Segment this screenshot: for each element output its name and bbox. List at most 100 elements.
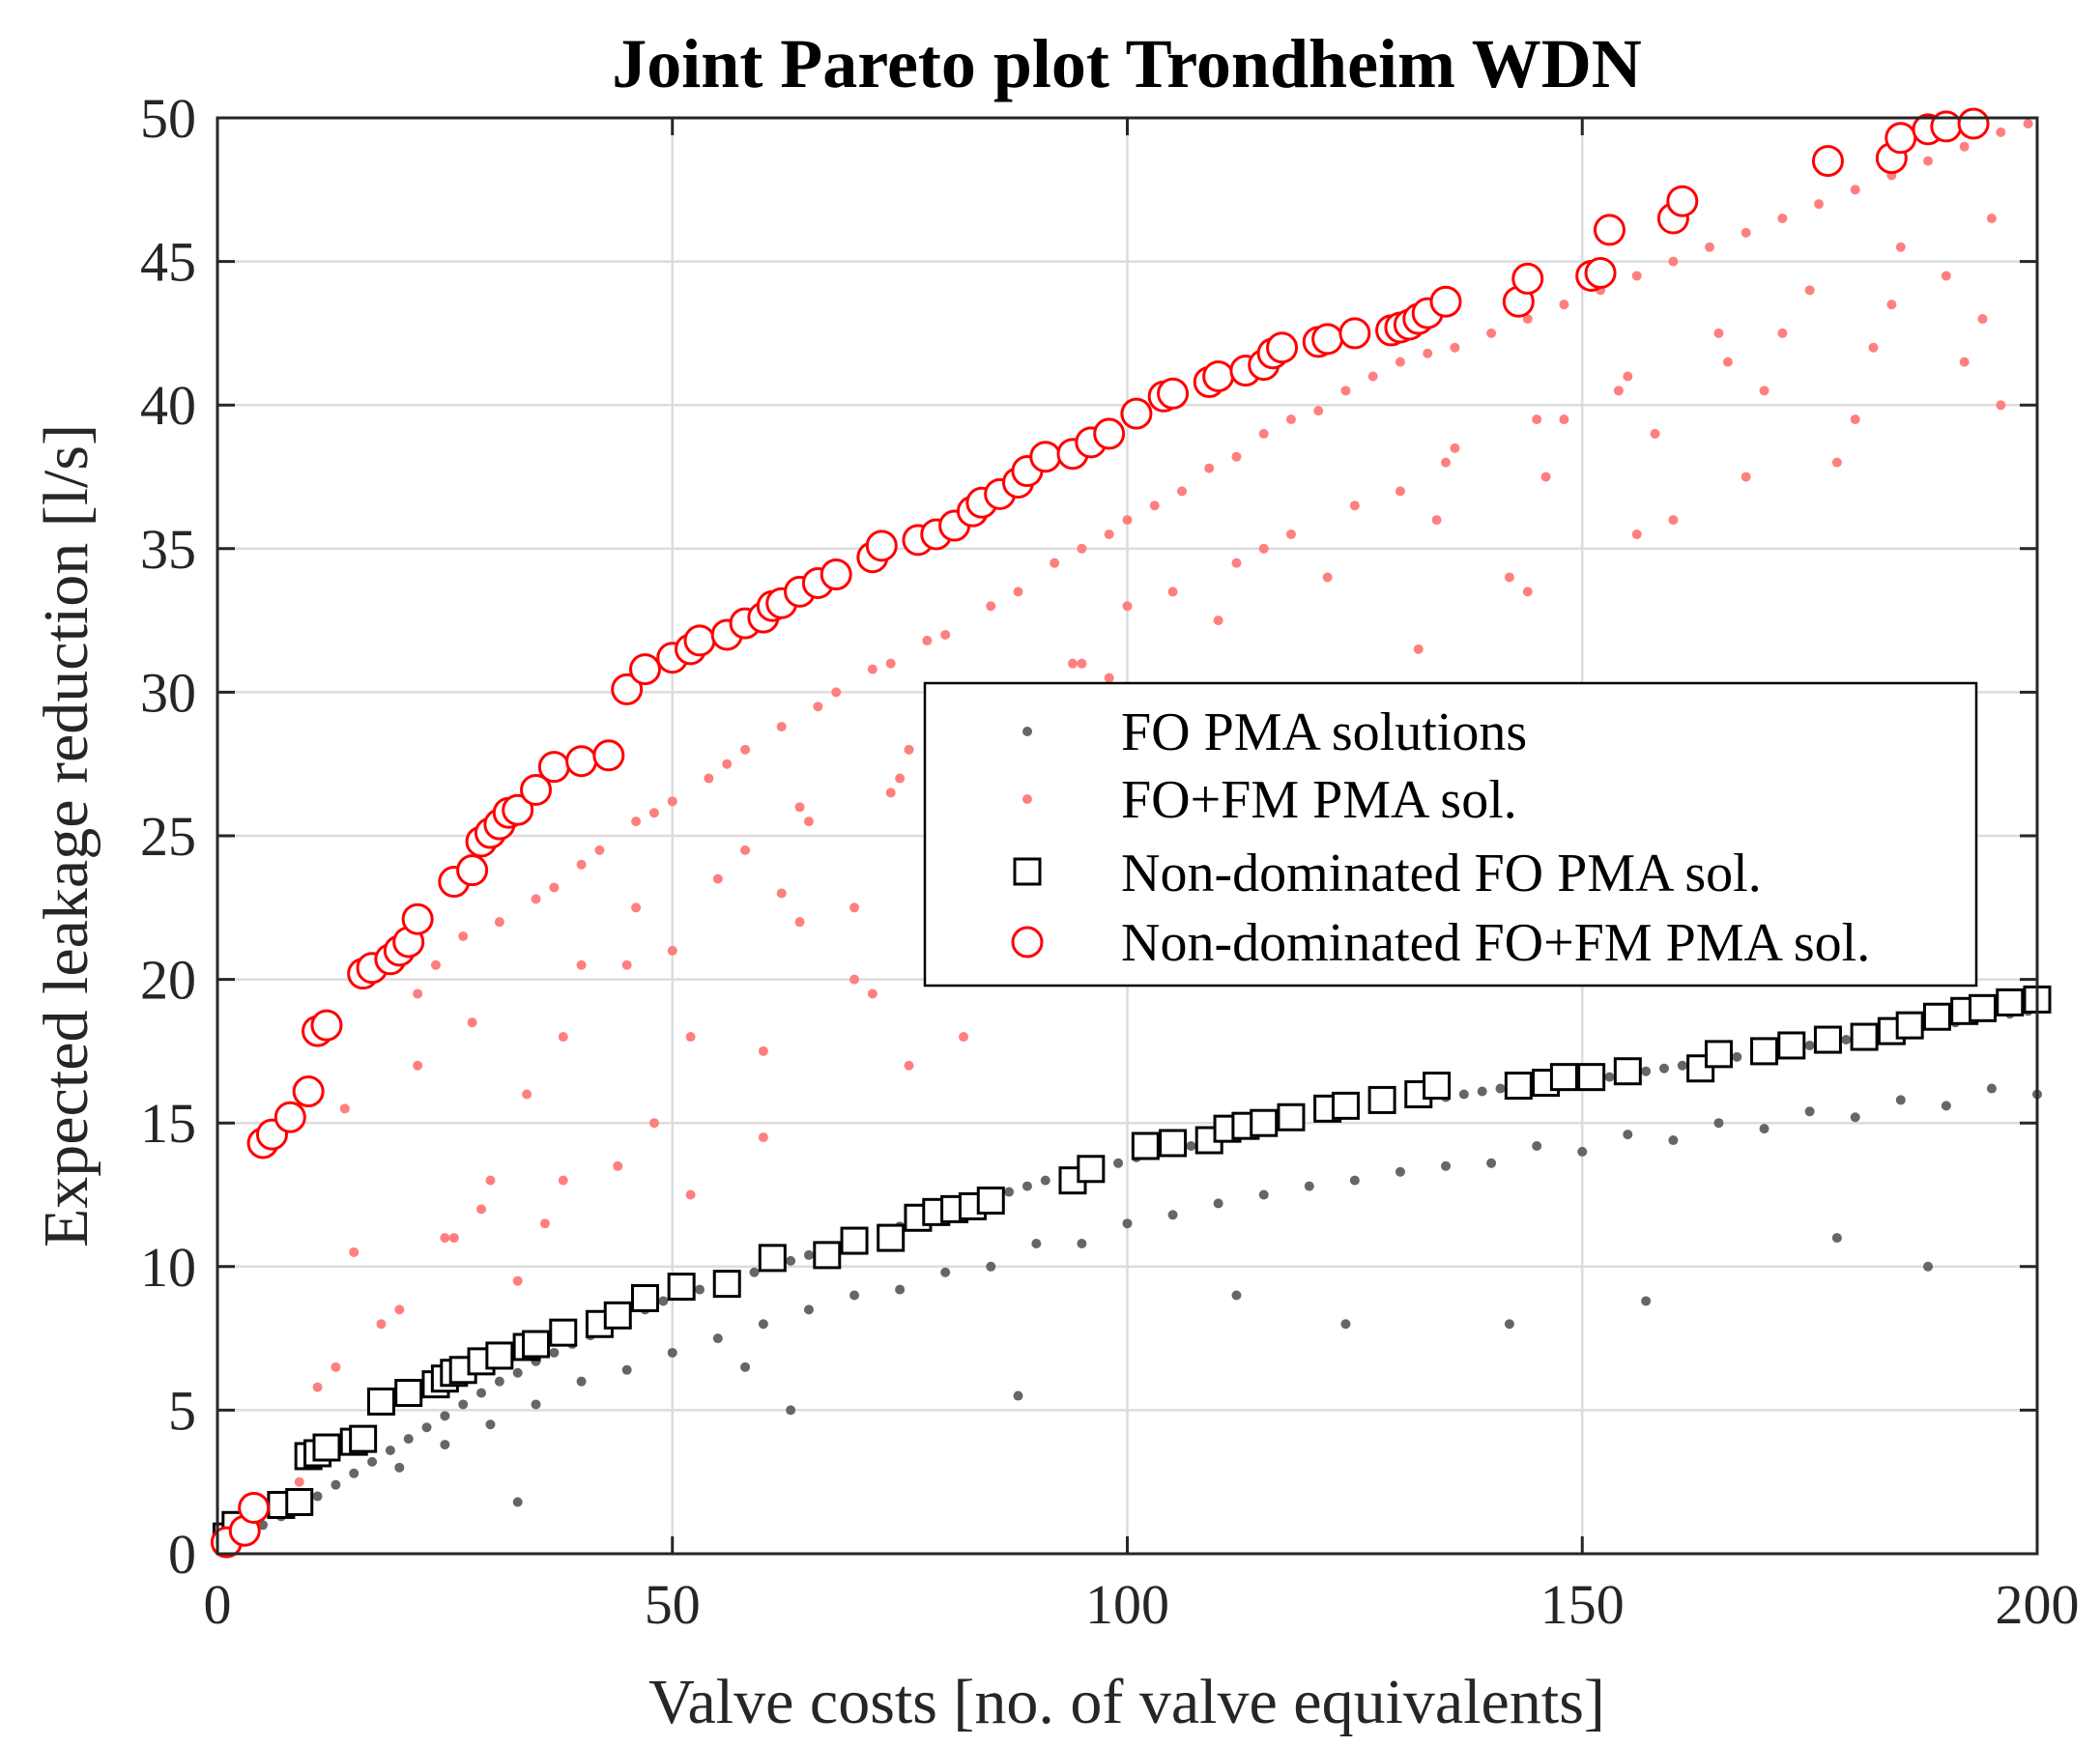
x-tick-label: 200 (1996, 1573, 2080, 1636)
y-tick-label: 35 (140, 518, 196, 581)
pareto-circle (273, 1101, 306, 1133)
data-point (740, 1361, 751, 1372)
data-point (1941, 271, 1951, 281)
data-point (694, 1284, 705, 1295)
data-point (1068, 658, 1079, 669)
data-point (531, 1399, 541, 1410)
data-point (1213, 1198, 1223, 1209)
data-point (1477, 1086, 1487, 1097)
data-point (331, 1479, 341, 1490)
data-point (558, 1175, 568, 1186)
y-tick-label: 20 (140, 949, 196, 1012)
data-point (1495, 1083, 1506, 1094)
data-point (722, 759, 733, 769)
data-point (1959, 141, 1970, 152)
data-point (1349, 1175, 1360, 1186)
legend-marker-circle (1011, 926, 1044, 959)
pareto-circle (1311, 323, 1344, 356)
data-point (1167, 1210, 1178, 1220)
data-point (1804, 1106, 1815, 1117)
pareto-circle (1930, 110, 1963, 143)
data-point (1759, 386, 1769, 396)
data-point (1349, 501, 1360, 511)
data-point (512, 1367, 523, 1378)
pareto-square (877, 1223, 906, 1252)
data-point (258, 1520, 269, 1531)
pareto-square (712, 1270, 741, 1299)
data-point (1204, 463, 1215, 473)
data-point (794, 917, 805, 928)
pareto-square (285, 1488, 314, 1517)
pareto-circle (1093, 417, 1126, 450)
data-point (485, 1419, 496, 1430)
pareto-square (1750, 1037, 1779, 1066)
data-point (1732, 1051, 1742, 1062)
series-non-dominated-fo-pma-sol- (212, 985, 2052, 1551)
data-point (1340, 1319, 1351, 1330)
data-point (959, 1032, 969, 1043)
data-point (631, 816, 642, 827)
legend: FO PMA solutions FO+FM PMA sol. Non-domi… (923, 681, 1978, 988)
pareto-circle (310, 1009, 343, 1042)
series-non-dominated-fo-fm-pma-sol- (210, 107, 1990, 1559)
data-point (549, 882, 560, 893)
data-point (1441, 1160, 1452, 1171)
pareto-circle (1157, 377, 1190, 410)
pareto-square (1922, 1002, 1951, 1031)
data-point (312, 1382, 323, 1392)
data-point (1423, 348, 1433, 358)
data-point (1450, 342, 1460, 353)
pareto-square (1996, 988, 2025, 1017)
data-point (667, 945, 677, 956)
data-point (1977, 314, 1988, 325)
data-point (1231, 558, 1242, 568)
data-point (1395, 486, 1405, 497)
data-point (1668, 256, 1679, 267)
data-point (385, 1446, 395, 1456)
data-point (803, 1304, 814, 1315)
data-point (531, 894, 541, 904)
legend-marker-square (1013, 857, 1042, 886)
data-point (458, 1399, 469, 1410)
data-point (1777, 328, 1788, 338)
data-point (631, 902, 642, 913)
data-point (440, 1411, 450, 1421)
data-point (1804, 285, 1815, 296)
data-point (1650, 428, 1660, 439)
data-point (394, 1304, 405, 1315)
data-point (904, 744, 914, 755)
data-point (1850, 1112, 1860, 1123)
data-point (1804, 1040, 1815, 1050)
data-point (1013, 587, 1023, 597)
pareto-circle (1266, 331, 1299, 364)
pareto-circle (865, 530, 898, 562)
data-point (1285, 529, 1296, 539)
data-point (394, 1462, 405, 1473)
data-point (576, 1376, 587, 1387)
data-point (613, 1160, 623, 1171)
data-point (1122, 601, 1133, 612)
data-point (1532, 415, 1542, 425)
data-point (867, 988, 877, 999)
data-point (712, 874, 723, 884)
data-point (849, 1290, 860, 1301)
data-point (885, 658, 896, 669)
data-point (1713, 328, 1724, 338)
data-point (1996, 400, 2006, 411)
pareto-square (1331, 1091, 1360, 1120)
data-point (1077, 543, 1087, 554)
pareto-circle (1584, 256, 1617, 289)
pareto-circle (1029, 441, 1062, 473)
data-point (1486, 1158, 1497, 1168)
data-point (1113, 1158, 1124, 1168)
data-point (712, 1333, 723, 1344)
data-point (749, 1267, 760, 1277)
data-point (467, 1017, 477, 1028)
data-point (1641, 1066, 1652, 1076)
data-point (667, 796, 677, 807)
data-point (1540, 472, 1551, 482)
pareto-circle (1884, 122, 1917, 155)
pareto-circle (1957, 107, 1990, 140)
data-point (1167, 587, 1178, 597)
